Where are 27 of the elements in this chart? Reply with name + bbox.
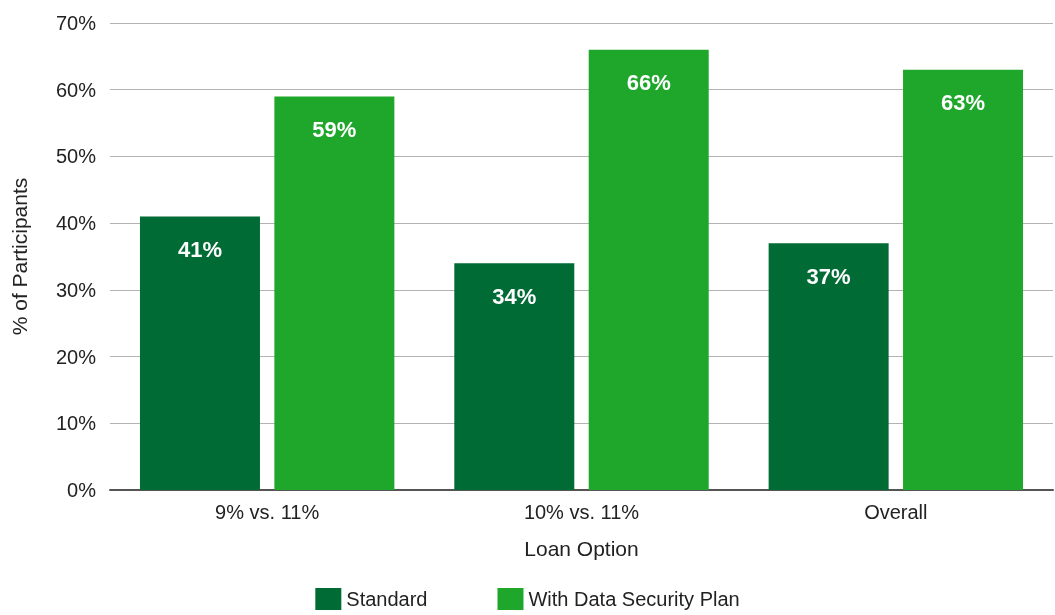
x-tick-label: 10% vs. 11%: [523, 501, 640, 523]
y-tick-label: 20%: [55, 345, 97, 368]
legend-label: Standard: [346, 588, 428, 610]
y-tick-label: 30%: [55, 278, 97, 301]
bar: [903, 69, 1024, 490]
data-label: 63%: [941, 90, 986, 116]
y-tick-label: 70%: [55, 12, 97, 34]
legend-label: With Data Security Plan: [528, 588, 740, 610]
data-label: 59%: [312, 116, 357, 142]
bar: [139, 216, 260, 490]
y-tick-label: 40%: [55, 212, 97, 235]
x-tick-label: Overall: [864, 501, 928, 523]
data-label: 34%: [492, 283, 537, 309]
y-tick-label: 60%: [55, 78, 97, 101]
data-label: 41%: [177, 236, 222, 262]
data-label: 66%: [626, 70, 671, 96]
y-tick-label: 0%: [67, 479, 97, 501]
bar: [274, 96, 395, 490]
x-axis-title: Loan Option: [524, 537, 639, 560]
data-label: 37%: [806, 263, 851, 289]
y-tick-label: 10%: [55, 412, 97, 435]
y-tick-label: 50%: [55, 145, 97, 168]
bar: [768, 243, 889, 490]
x-tick-label: 9% vs. 11%: [215, 501, 320, 523]
bar: [588, 49, 709, 490]
y-axis-title: % of Participants: [8, 177, 31, 336]
bar: [454, 263, 575, 490]
